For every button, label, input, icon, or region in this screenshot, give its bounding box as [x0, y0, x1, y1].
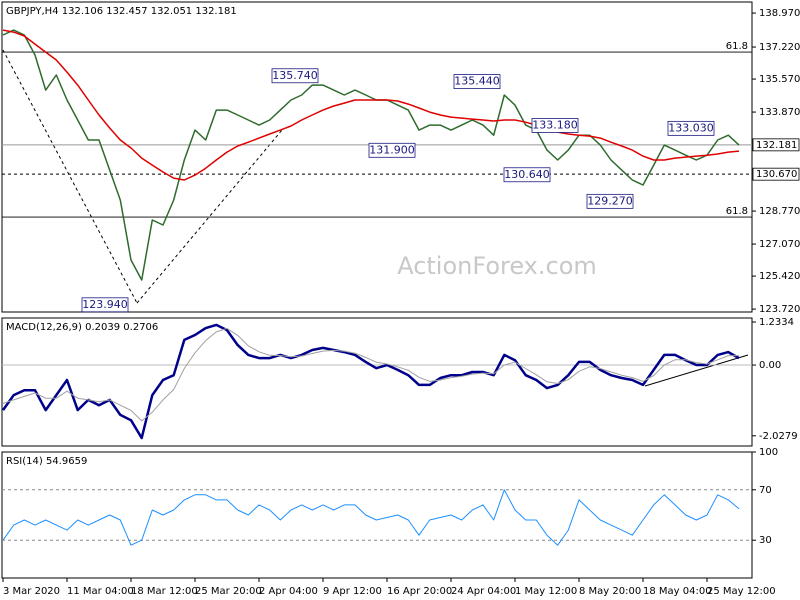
panel-frame	[1, 1, 753, 313]
x-tick-label: 18 May 04:00	[643, 586, 712, 597]
annotation-box	[667, 120, 715, 136]
level-value-label: 132.181	[756, 140, 797, 151]
panel-frame	[1, 451, 753, 579]
y-tick-label: 133.870	[759, 107, 800, 118]
series-line	[2, 29, 740, 281]
series-line	[2, 29, 740, 181]
series-line	[2, 489, 740, 546]
annotation-label: 130.640	[504, 168, 550, 181]
y-tick-label: 100	[759, 447, 778, 458]
y-tick-label: 135.570	[759, 74, 800, 85]
annotation-box	[453, 74, 501, 89]
annotation-label: 123.940	[82, 298, 128, 311]
x-tick-label: 25 Mar 20:00	[195, 586, 262, 597]
panel-title: GBPJPY,H4 132.106 132.457 132.051 132.18…	[6, 6, 237, 17]
annotation-box	[503, 167, 551, 183]
annotation-box	[368, 142, 416, 158]
annotation-box	[586, 193, 634, 209]
x-tick-label: 2 Apr 04:00	[259, 586, 318, 597]
series-line	[1, 323, 740, 440]
y-tick-label: 138.970	[759, 8, 800, 19]
trend-line	[644, 354, 749, 387]
annotation-label: 133.030	[668, 121, 714, 134]
y-tick-label: 1.2334	[759, 317, 794, 328]
y-tick-label: 137.220	[759, 42, 800, 53]
annotation-label: 135.440	[454, 75, 500, 88]
annotation-label: 135.740	[272, 69, 318, 82]
y-tick-label: 125.420	[759, 271, 800, 282]
x-tick-label: 3 Mar 2020	[3, 586, 60, 597]
y-tick-label: 123.720	[759, 304, 800, 315]
annotation-label: 131.900	[369, 143, 415, 156]
y-tick-label: -2.0279	[759, 431, 798, 442]
x-tick-label: 25 May 12:00	[707, 586, 776, 597]
annotation-box	[81, 297, 129, 313]
level-label: 61.8	[726, 206, 748, 217]
y-tick-label: 70	[759, 485, 772, 496]
panel-title: RSI(14) 54.9659	[6, 456, 87, 467]
watermark: ActionForex.com	[397, 252, 597, 280]
x-tick-label: 16 Apr 20:00	[387, 586, 452, 597]
level-box	[752, 167, 800, 181]
annotation-box	[531, 118, 579, 133]
annotation-label: 129.270	[587, 194, 633, 207]
x-tick-label: 18 Mar 12:00	[131, 586, 198, 597]
panel-title: MACD(12,26,9) 0.2039 0.2706	[6, 322, 158, 333]
y-tick-label: 127.070	[759, 239, 800, 250]
level-label: 61.8	[726, 41, 748, 52]
x-tick-label: 1 May 12:00	[515, 586, 577, 597]
series-line	[2, 327, 739, 422]
panel-frame	[1, 317, 753, 447]
y-tick-label: 128.770	[759, 206, 800, 217]
trend-line	[136, 129, 283, 304]
y-tick-label: 0.00	[759, 360, 781, 371]
level-box	[752, 138, 800, 152]
x-tick-label: 8 May 20:00	[579, 586, 641, 597]
level-value-label: 130.670	[756, 169, 797, 180]
annotation-label: 133.180	[532, 118, 578, 131]
x-tick-label: 9 Apr 12:00	[323, 586, 382, 597]
y-tick-label: 30	[759, 535, 772, 546]
x-tick-label: 11 Mar 04:00	[67, 586, 134, 597]
annotation-box	[271, 68, 319, 84]
x-tick-label: 24 Apr 04:00	[451, 586, 516, 597]
